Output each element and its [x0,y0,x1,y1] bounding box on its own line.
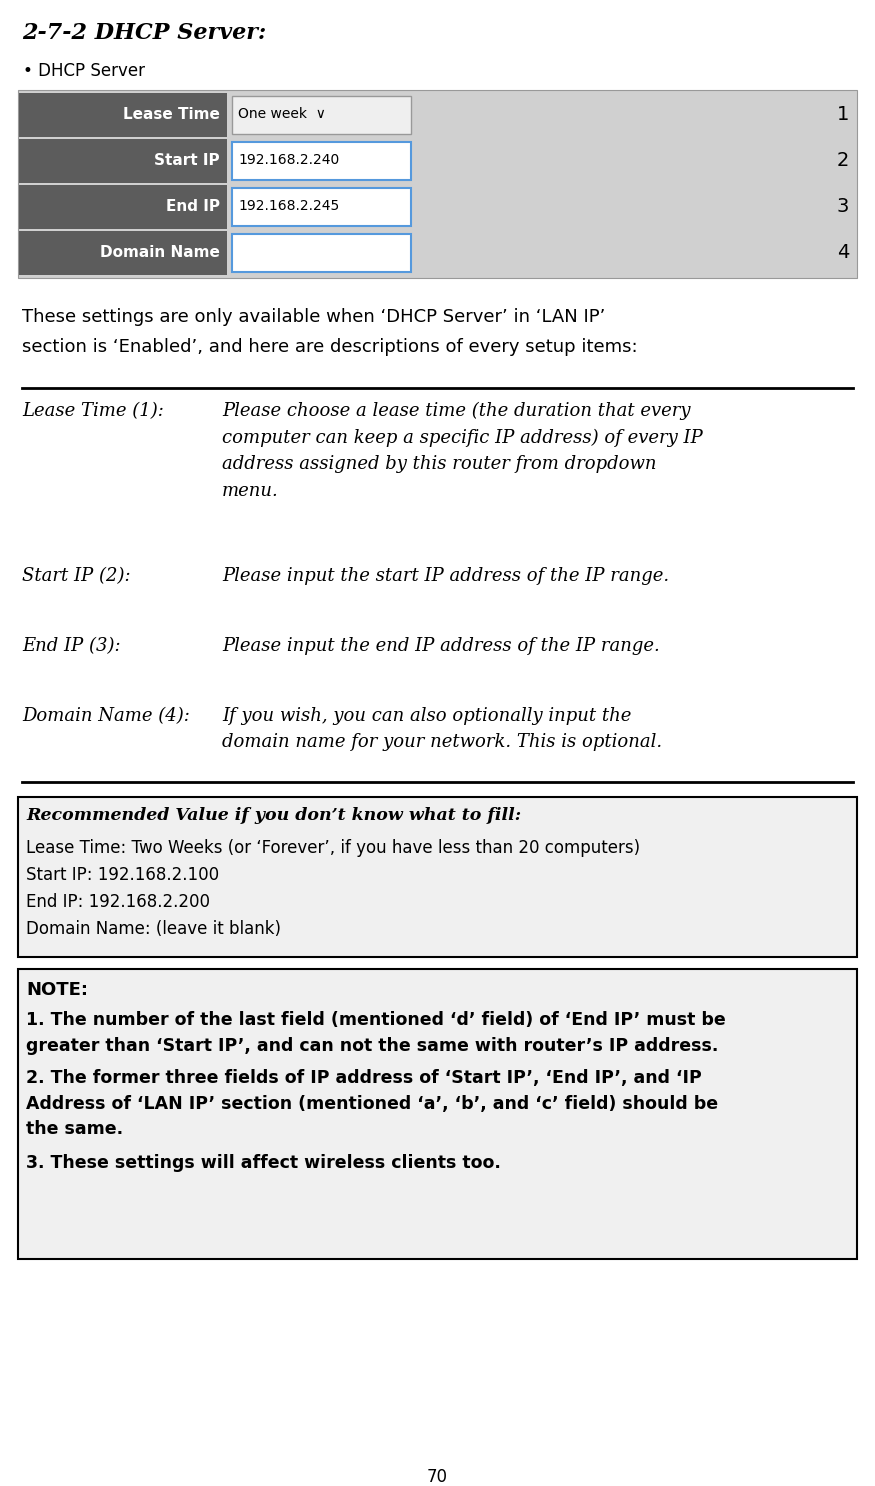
FancyBboxPatch shape [232,97,411,134]
Text: 1: 1 [836,106,849,123]
Text: End IP: 192.168.2.200: End IP: 192.168.2.200 [26,893,210,911]
Text: Recommended Value if you don’t know what to fill:: Recommended Value if you don’t know what… [26,807,522,825]
Text: Please input the end IP address of the IP range.: Please input the end IP address of the I… [222,637,660,655]
FancyBboxPatch shape [232,233,411,272]
Text: section is ‘Enabled’, and here are descriptions of every setup items:: section is ‘Enabled’, and here are descr… [22,337,638,357]
Text: 3. These settings will affect wireless clients too.: 3. These settings will affect wireless c… [26,1155,500,1172]
FancyBboxPatch shape [18,91,857,278]
FancyBboxPatch shape [19,184,227,229]
Text: Start IP (2):: Start IP (2): [22,568,130,585]
Text: Lease Time (1):: Lease Time (1): [22,403,164,421]
Text: Domain Name: Domain Name [100,245,220,260]
Text: 192.168.2.240: 192.168.2.240 [238,153,340,168]
Text: Please input the start IP address of the IP range.: Please input the start IP address of the… [222,568,669,585]
Text: Start IP: Start IP [154,153,220,168]
Text: Start IP: 192.168.2.100: Start IP: 192.168.2.100 [26,866,219,884]
Text: 4: 4 [836,244,849,262]
Text: 2. The former three fields of IP address of ‘Start IP’, ‘End IP’, and ‘IP
Addres: 2. The former three fields of IP address… [26,1068,718,1138]
Text: Domain Name: (leave it blank): Domain Name: (leave it blank) [26,920,281,938]
Text: End IP: End IP [166,199,220,214]
Text: • DHCP Server: • DHCP Server [23,62,145,80]
Text: One week  ∨: One week ∨ [238,107,326,122]
Text: 3: 3 [836,198,849,215]
FancyBboxPatch shape [232,189,411,226]
Text: End IP (3):: End IP (3): [22,637,121,655]
Text: 192.168.2.245: 192.168.2.245 [238,199,340,214]
Text: 1. The number of the last field (mentioned ‘d’ field) of ‘End IP’ must be
greate: 1. The number of the last field (mention… [26,1010,725,1055]
Text: Please choose a lease time (the duration that every
computer can keep a specific: Please choose a lease time (the duration… [222,403,703,499]
FancyBboxPatch shape [19,94,227,137]
FancyBboxPatch shape [18,796,857,957]
Text: Lease Time: Lease Time [123,107,220,122]
Text: These settings are only available when ‘DHCP Server’ in ‘LAN IP’: These settings are only available when ‘… [22,308,605,325]
FancyBboxPatch shape [18,969,857,1259]
Text: 70: 70 [426,1468,447,1486]
Text: Domain Name (4):: Domain Name (4): [22,707,190,725]
Text: If you wish, you can also optionally input the
domain name for your network. Thi: If you wish, you can also optionally inp… [222,707,662,752]
Text: Lease Time: Two Weeks (or ‘Forever’, if you have less than 20 computers): Lease Time: Two Weeks (or ‘Forever’, if … [26,840,640,857]
Text: 2-7-2 DHCP Server:: 2-7-2 DHCP Server: [22,22,266,45]
FancyBboxPatch shape [19,140,227,183]
Text: 2: 2 [836,152,849,169]
FancyBboxPatch shape [19,230,227,275]
FancyBboxPatch shape [232,143,411,180]
Text: NOTE:: NOTE: [26,981,88,999]
